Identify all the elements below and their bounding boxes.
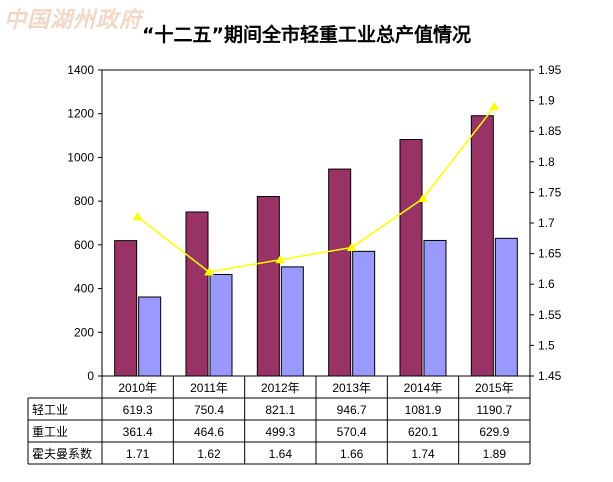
y-right-tick-label: 1.7	[538, 216, 555, 230]
y-left-tick-label: 800	[74, 194, 94, 208]
bar	[328, 168, 352, 377]
axes: 0 200 400 600 800 1000 1200 1400 1.45 1.5 1.55 1.6 1…	[67, 63, 561, 383]
y-right-tick-label: 1.9	[538, 94, 555, 108]
x-tick-label: 2010年	[118, 381, 157, 395]
x-tick-label: 2013年	[332, 381, 371, 395]
y-left-tick-label: 400	[74, 282, 94, 296]
table-cell: 464.6	[194, 425, 224, 439]
y-left-tick-label: 200	[74, 325, 94, 339]
table-cell: 1.89	[483, 447, 507, 461]
y-right-tick-label: 1.95	[538, 63, 562, 77]
y-right-tick-label: 1.45	[538, 369, 562, 383]
y-left-tick-label: 1400	[67, 63, 94, 77]
table-cell: 1.66	[340, 447, 364, 461]
table-cell: 619.3	[123, 403, 153, 417]
line-point	[418, 193, 428, 203]
table-cell: 821.1	[265, 403, 295, 417]
x-tick-label: 2015年	[475, 381, 514, 395]
table-cell: 946.7	[337, 403, 367, 417]
plot-border	[101, 69, 531, 377]
table-cell: 570.4	[337, 425, 367, 439]
bar	[256, 196, 280, 377]
x-tick-label: 2012年	[261, 381, 300, 395]
table-cell: 1.74	[411, 447, 435, 461]
bar	[209, 273, 233, 377]
bar	[280, 266, 304, 377]
line-point	[132, 211, 143, 221]
y-right-tick-label: 1.55	[538, 308, 562, 322]
line-point	[204, 266, 214, 276]
line-series	[132, 101, 500, 276]
table-cell: 1.64	[269, 447, 293, 461]
bar	[494, 237, 518, 377]
line-path	[137, 106, 495, 273]
line-point	[489, 101, 500, 111]
table-cell: 1081.9	[405, 403, 442, 417]
bar	[423, 239, 447, 377]
bar	[185, 211, 209, 377]
y-right-tick-label: 1.6	[538, 277, 555, 291]
table-row-label: 轻工业	[32, 403, 68, 417]
bar	[138, 296, 162, 377]
table-cell: 499.3	[265, 425, 295, 439]
y-right-tick-label: 1.75	[538, 185, 562, 199]
x-tick-label: 2014年	[404, 381, 443, 395]
line-point	[346, 242, 357, 251]
table-row-label: 重工业	[32, 425, 68, 439]
y-left-tick-label: 1200	[67, 107, 94, 121]
line-point	[275, 254, 286, 264]
table-cell: 1190.7	[476, 403, 512, 417]
bar	[399, 139, 423, 377]
chart-title: “十二五”期间全市轻重工业总产值情况	[142, 24, 471, 46]
bars	[114, 115, 518, 377]
y-left-tick-label: 0	[87, 369, 94, 383]
watermark: 中国湖州政府	[4, 7, 143, 33]
table-cell: 620.1	[408, 425, 438, 439]
x-tick-label: 2011年	[190, 381, 228, 395]
y-left-tick-label: 600	[74, 238, 94, 252]
table-cell: 1.62	[197, 447, 221, 461]
table-cell: 1.71	[126, 447, 150, 461]
table-cell: 361.4	[123, 425, 153, 439]
y-right-tick-label: 1.85	[538, 124, 562, 138]
table-cell: 750.4	[194, 403, 224, 417]
y-right-tick-label: 1.5	[538, 338, 555, 352]
table-cell: 629.9	[479, 425, 509, 439]
table-row-label: 霍夫曼系数	[32, 446, 92, 461]
bar	[352, 250, 376, 377]
y-right-tick-label: 1.8	[538, 155, 555, 169]
y-right-tick-label: 1.65	[538, 247, 562, 261]
bar	[470, 115, 494, 377]
bar	[114, 240, 138, 377]
y-left-tick-label: 1000	[67, 150, 94, 164]
